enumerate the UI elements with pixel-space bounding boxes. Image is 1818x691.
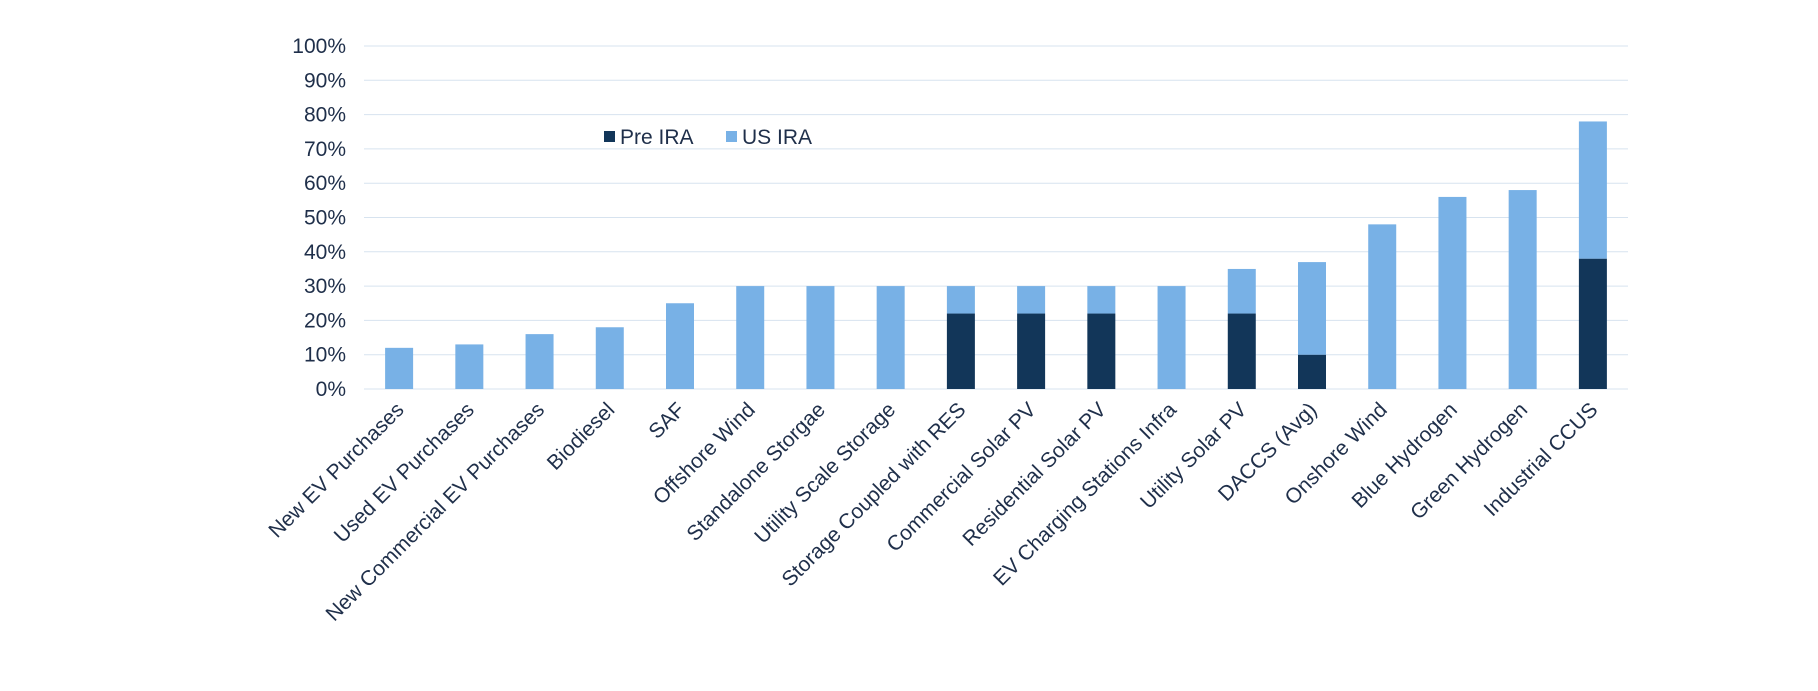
bars — [385, 121, 1607, 389]
gridlines — [364, 45, 1628, 390]
bar-segment-us-ira — [1578, 121, 1607, 259]
bar-segment-us-ira — [946, 286, 975, 314]
x-category-label: Green Hydrogen — [1406, 398, 1532, 524]
bar-segment-us-ira — [1438, 196, 1467, 389]
bar-segment-us-ira — [1368, 224, 1397, 389]
legend-swatch-us-ira — [726, 131, 737, 142]
y-tick-label: 60% — [304, 172, 346, 195]
legend-label-us-ira: US IRA — [742, 126, 812, 149]
y-tick-label: 0% — [316, 378, 346, 401]
x-category-label: SAF — [644, 398, 689, 443]
bar-segment-pre-ira — [946, 313, 975, 389]
x-category-label: New EV Purchases — [264, 398, 408, 542]
y-tick-label: 80% — [304, 104, 346, 127]
legend-label-pre-ira: Pre IRA — [620, 126, 694, 149]
bar-segment-us-ira — [736, 286, 765, 389]
bar-segment-us-ira — [1227, 268, 1256, 314]
y-tick-label: 70% — [304, 138, 346, 161]
y-tick-label: 10% — [304, 344, 346, 367]
y-tick-label: 100% — [292, 35, 346, 58]
bar-segment-us-ira — [806, 286, 835, 389]
bar-segment-pre-ira — [1298, 354, 1326, 389]
bar-segment-us-ira — [455, 344, 484, 389]
x-category-label: Biodiesel — [543, 398, 620, 475]
bar-segment-us-ira — [666, 303, 694, 389]
bar-segment-pre-ira — [1227, 313, 1256, 389]
bar-segment-us-ira — [1157, 286, 1186, 389]
legend: Pre IRA US IRA — [604, 126, 812, 149]
bar-segment-us-ira — [525, 334, 554, 389]
bar-segment-us-ira — [1087, 286, 1116, 314]
bar-segment-us-ira — [1508, 190, 1537, 389]
y-tick-label: 40% — [304, 241, 346, 264]
legend-swatch-pre-ira — [604, 131, 615, 142]
x-category-label: Used EV Purchases — [330, 398, 479, 547]
bar-segment-us-ira — [876, 286, 905, 389]
bar-segment-us-ira — [595, 327, 624, 389]
x-category-label: Standalone Storgae — [682, 398, 830, 546]
y-tick-label: 30% — [304, 275, 346, 298]
y-tick-label: 20% — [304, 309, 346, 332]
bar-segment-pre-ira — [1017, 313, 1046, 389]
bar-segment-us-ira — [1017, 286, 1046, 314]
bar-segment-pre-ira — [1578, 258, 1607, 389]
y-tick-label: 90% — [304, 69, 346, 92]
bar-segment-us-ira — [1298, 262, 1326, 355]
x-category-label: Utility Scale Storage — [750, 398, 900, 548]
y-tick-label: 50% — [304, 207, 346, 230]
y-axis-tick-labels: 0% 10% 20% 30% 40% 50% 60% 70% 80% 90% 100% — [292, 35, 346, 401]
bar-segment-us-ira — [385, 347, 414, 389]
bar-segment-pre-ira — [1087, 313, 1116, 389]
